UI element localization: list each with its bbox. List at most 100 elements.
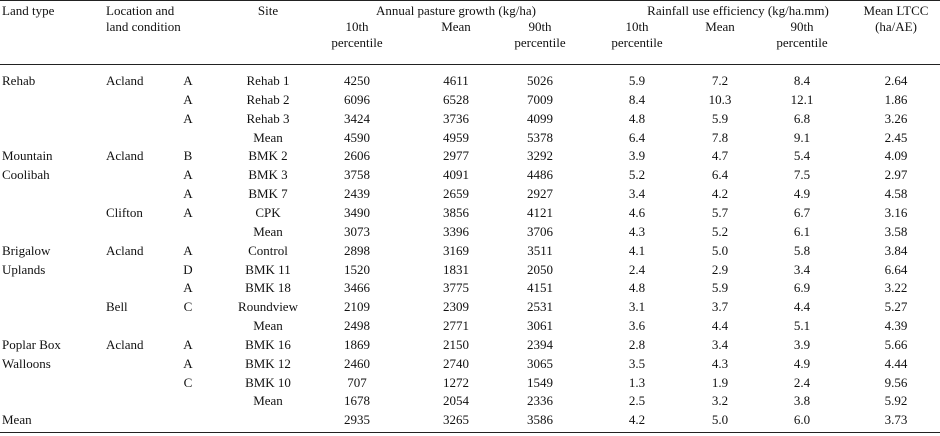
cell-condition: A [183,91,193,107]
cell-rue-p10: 3.4 [628,186,646,202]
cell-site: Roundview [238,299,298,315]
header-site: Site [257,3,279,18]
cell-mean-ltcc: 4.09 [884,148,908,164]
cell-pasture-p90: 5026 [527,73,553,88]
cell-pasture-p10: 2498 [344,318,370,334]
cell-rue-p90: 4.9 [793,355,811,371]
cell-pasture-p90: 2394 [527,336,553,352]
cell-pasture-p10: 4250 [344,73,370,88]
cell-rue-p90: 5.8 [793,242,811,258]
cell-pasture-p10: 707 [347,374,367,390]
cell-rue-mean: 3.7 [711,299,729,315]
cell-rue-mean: 2.9 [711,261,729,277]
header-rule [0,64,940,65]
cell-mean-ltcc: 3.58 [884,223,908,239]
cell-land-type: Mean [2,412,32,428]
cell-pasture-p90: 7009 [527,91,553,107]
cell-pasture-p10: 1520 [344,261,370,277]
cell-land-type: Poplar Box [2,336,61,352]
cell-pasture-p90: 4151 [527,280,553,296]
cell-rue-p90: 9.1 [793,129,811,145]
cell-rue-mean: 4.4 [711,318,729,334]
header-rue-p90-line2: percentile [776,35,828,50]
cell-rue-mean: 5.7 [711,204,729,220]
cell-pasture-p90: 2531 [527,299,553,315]
cell-pasture-mean: 6528 [443,91,469,107]
cell-mean-ltcc: 5.66 [884,336,908,352]
cell-rue-p10: 2.8 [628,336,646,352]
cell-pasture-p10: 2935 [344,412,370,428]
cell-land-type: Uplands [2,261,46,277]
cell-pasture-p10: 1869 [344,336,370,352]
header-rue-mean: Mean [705,19,735,34]
header-pasture-growth: Annual pasture growth (kg/ha) [376,3,536,18]
cell-rue-mean: 4.3 [711,355,729,371]
cell-mean-ltcc: 3.16 [884,204,908,220]
cell-rue-mean: 5.0 [711,242,729,258]
cell-mean-ltcc: 4.58 [884,186,908,202]
cell-pasture-mean: 2740 [443,355,469,371]
header-rue-p10-line1: 10th [625,19,649,34]
cell-mean-ltcc: 3.26 [884,110,908,126]
cell-pasture-mean: 2309 [443,299,469,315]
cell-rue-p10: 3.5 [628,355,646,371]
cell-pasture-mean: 2659 [443,186,469,202]
cell-location: Bell [106,299,128,315]
cell-rue-p90: 6.1 [793,223,811,239]
cell-pasture-mean: 4611 [443,73,469,88]
cell-site: CPK [255,204,281,220]
cell-pasture-p90: 3706 [527,223,553,239]
cell-rue-p10: 3.9 [628,148,646,164]
cell-pasture-p90: 2336 [527,393,553,409]
cell-rue-p10: 5.2 [628,167,646,183]
cell-rue-p10: 4.2 [628,412,646,428]
header-pasture-p10-line2: percentile [331,35,383,50]
cell-rue-mean: 3.2 [711,393,729,409]
cell-pasture-p10: 1678 [344,393,370,409]
cell-pasture-mean: 3265 [443,412,469,428]
cell-mean-ltcc: 4.39 [884,318,908,334]
cell-location: Acland [106,148,144,164]
cell-rue-p10: 4.8 [628,280,646,296]
cell-land-type: Coolibah [2,167,50,183]
cell-pasture-p90: 4486 [527,167,553,183]
cell-rue-p10: 4.6 [628,204,646,220]
cell-rue-mean: 4.7 [711,148,729,164]
cell-pasture-p90: 2050 [527,261,553,277]
cell-pasture-p90: 1549 [527,374,553,390]
cell-rue-p10: 3.6 [628,318,646,334]
cell-rue-p10: 1.3 [628,374,646,390]
cell-rue-p90: 8.4 [793,73,811,88]
cell-rue-p10: 8.4 [628,91,646,107]
cell-mean-ltcc: 6.64 [884,261,908,277]
cell-mean-ltcc: 4.44 [884,355,908,371]
cell-rue-mean: 3.4 [711,336,729,352]
cell-rue-p90: 6.0 [793,412,811,428]
cell-rue-p10: 3.1 [628,299,646,315]
cell-condition: A [183,355,193,371]
cell-site: BMK 16 [245,336,291,352]
cell-pasture-p90: 3586 [527,412,553,428]
cell-mean-ltcc: 5.27 [884,299,908,315]
cell-rue-p10: 4.3 [628,223,646,239]
cell-pasture-mean: 3396 [443,223,469,239]
cell-land-type: Walloons [2,355,51,371]
cell-site: BMK 2 [248,148,288,164]
cell-rue-mean: 5.9 [711,280,729,296]
cell-rue-p10: 5.9 [628,73,646,88]
header-land-type: Land type [2,3,55,18]
cell-rue-p90: 3.8 [793,393,811,409]
cell-site: BMK 11 [245,261,291,277]
cell-mean-ltcc: 1.86 [884,91,908,107]
cell-mean-ltcc: 2.45 [884,129,908,145]
cell-site: Mean [253,318,283,334]
header-location-line1: Location and [106,3,175,18]
cell-rue-p10: 4.8 [628,110,646,126]
header-ltcc-line2: (ha/AE) [875,19,917,34]
cell-condition: B [183,148,193,164]
cell-pasture-p10: 2460 [344,355,370,371]
cell-rue-p90: 3.4 [793,261,811,277]
cell-site: Control [248,242,288,258]
cell-pasture-p90: 3511 [527,242,553,258]
cell-land-type: Rehab [2,73,36,88]
